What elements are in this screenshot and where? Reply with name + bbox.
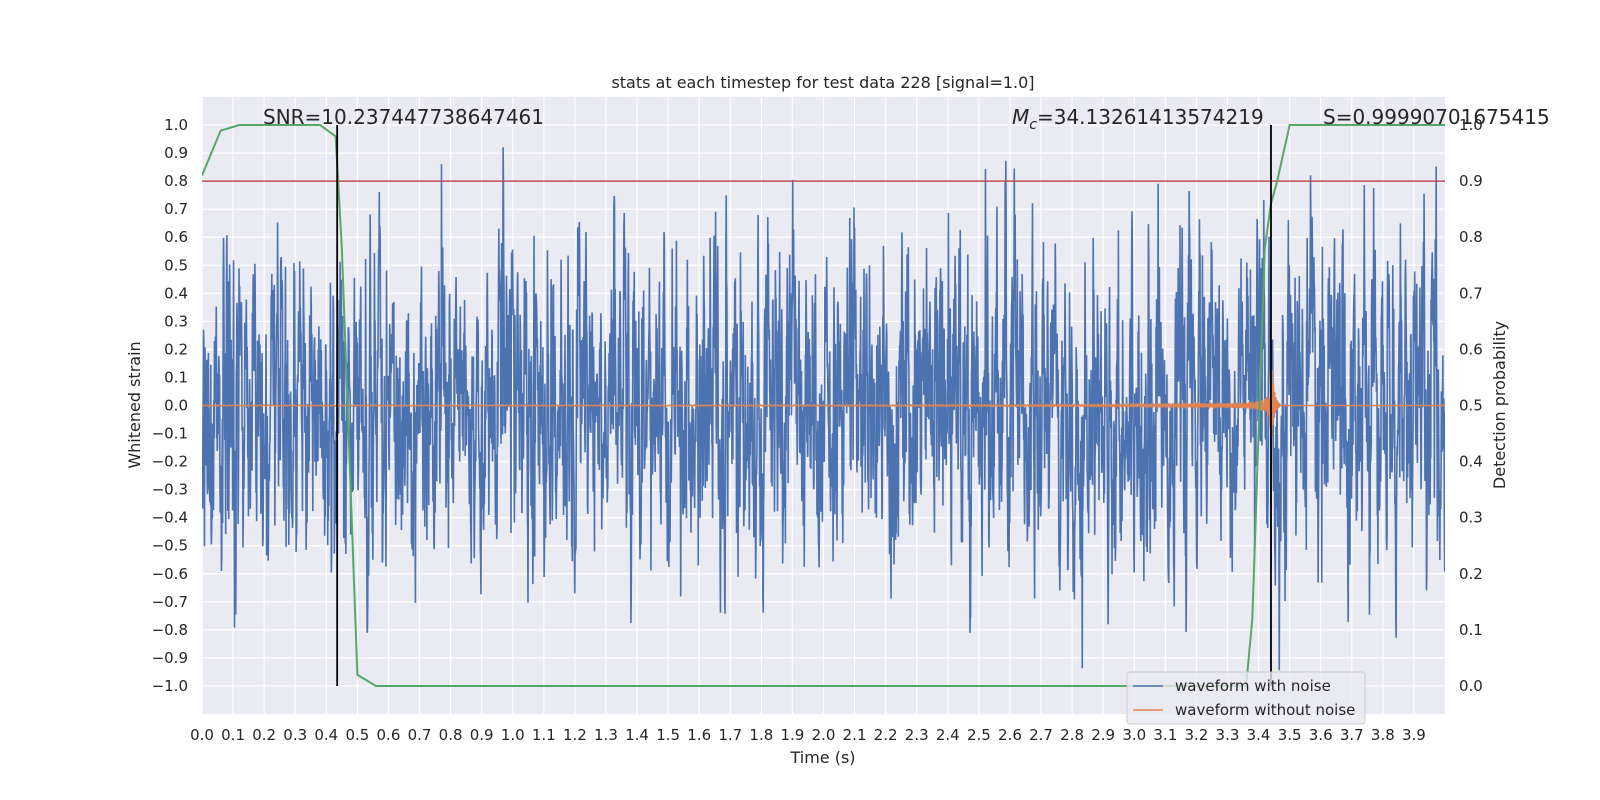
x-tick-label: 1.5 [656, 726, 680, 744]
x-tick-label: 2.9 [1091, 726, 1115, 744]
y-tick-label-right: 0.3 [1459, 509, 1483, 527]
y-tick-label: −0.8 [152, 621, 188, 639]
legend-label-noise: waveform with noise [1175, 677, 1331, 695]
x-tick-label: 2.0 [812, 726, 836, 744]
mc-subscript: c [1029, 117, 1037, 133]
x-tick-label: 2.6 [998, 726, 1022, 744]
y-tick-label-right: 0.5 [1459, 397, 1483, 415]
x-tick-label: 3.0 [1122, 726, 1146, 744]
y-tick-label-right: 0.9 [1459, 172, 1483, 190]
y-tick-label-right: 0.4 [1459, 453, 1483, 471]
x-tick-label: 3.5 [1278, 726, 1302, 744]
s-annotation: S=0.9999070167541​5 [1323, 105, 1550, 129]
y-tick-label-right: 0.6 [1459, 340, 1483, 358]
y-tick-label: −0.6 [152, 565, 188, 583]
x-tick-label: 2.5 [967, 726, 991, 744]
y-tick-label: −1.0 [152, 677, 188, 695]
y-tick-label: −0.7 [152, 593, 188, 611]
series-clean-line [202, 369, 1445, 438]
y-tick-label: 0.1 [164, 368, 188, 386]
x-tick-label: 2.7 [1029, 726, 1053, 744]
series-noise-line [202, 147, 1445, 671]
y-tick-label-right: 0.2 [1459, 565, 1483, 583]
x-tick-label: 3.2 [1184, 726, 1208, 744]
y-tick-label-right: 0.1 [1459, 621, 1483, 639]
x-tick-label: 3.6 [1309, 726, 1333, 744]
y-tick-label: −0.5 [152, 537, 188, 555]
x-tick-label: 1.6 [687, 726, 711, 744]
y-tick-label: 0.5 [164, 256, 188, 274]
x-tick-label: 0.9 [470, 726, 494, 744]
x-tick-label: 1.4 [625, 726, 649, 744]
x-tick-label: 0.7 [408, 726, 432, 744]
y-tick-label-right: 0.0 [1459, 677, 1483, 695]
x-tick-label: 3.7 [1340, 726, 1364, 744]
y-tick-label: 1.0 [164, 116, 188, 134]
y-axis-right: 1.0 0.9 0.8 0.7 0.6 0.5 0.4 0.3 0.2 0.1 0.0 [1459, 116, 1483, 695]
x-tick-label: 1.9 [780, 726, 804, 744]
legend-box [1126, 671, 1366, 725]
legend: waveform with noise waveform without noi… [1126, 671, 1366, 725]
mc-annotation: Mc=34.13261413574219 [1012, 105, 1264, 133]
y-tick-label: −0.3 [152, 481, 188, 499]
x-tick-label: 3.1 [1153, 726, 1177, 744]
y-tick-label: −0.9 [152, 649, 188, 667]
x-tick-label: 1.2 [563, 726, 587, 744]
chart-title: stats at each timestep for test data 228… [611, 73, 1034, 92]
x-tick-label: 2.4 [936, 726, 960, 744]
x-tick-label: 3.9 [1402, 726, 1426, 744]
x-tick-label: 0.3 [283, 726, 307, 744]
y-axis-label-right: Detection probability [1490, 321, 1509, 489]
x-tick-label: 2.8 [1060, 726, 1084, 744]
x-tick-label: 0.2 [252, 726, 276, 744]
y-tick-label: 0.7 [164, 200, 188, 218]
x-tick-label: 1.7 [718, 726, 742, 744]
y-tick-label: 0.4 [164, 284, 188, 302]
y-tick-label: 0.0 [164, 397, 188, 415]
y-tick-label-right: 0.7 [1459, 284, 1483, 302]
y-tick-label-right: 1.0 [1459, 116, 1483, 134]
x-tick-label: 1.8 [749, 726, 773, 744]
x-tick-label: 3.4 [1247, 726, 1271, 744]
y-axis-label: Whitened strain [125, 341, 144, 468]
y-axis-left: 1.0 0.9 0.8 0.7 0.6 0.5 0.4 0.3 0.2 0.1 0.0 −0.1 −0.… [152, 116, 188, 695]
y-tick-label: 0.2 [164, 340, 188, 358]
x-tick-label: 1.3 [594, 726, 618, 744]
x-axis: 0.0 0.1 0.2 0.3 0.4 0.5 0.6 0.7 0.8 0.9 1.0 1.1 1.2 1… [190, 726, 1426, 744]
y-tick-label: 0.8 [164, 172, 188, 190]
y-tick-label: 0.3 [164, 312, 188, 330]
series-probability-line [202, 124, 1445, 687]
snr-annotation: SNR=10.237447738647461 [263, 105, 544, 129]
x-tick-label: 0.0 [190, 726, 214, 744]
x-tick-label: 2.1 [843, 726, 867, 744]
x-tick-label: 0.1 [221, 726, 245, 744]
y-tick-label: 0.9 [164, 144, 188, 162]
x-tick-label: 0.5 [345, 726, 369, 744]
mc-value: =34.13261413574219 [1037, 105, 1264, 129]
y-tick-label: −0.4 [152, 509, 188, 527]
x-tick-label: 2.3 [905, 726, 929, 744]
y-tick-label-right: 0.8 [1459, 228, 1483, 246]
mc-symbol: M [1012, 105, 1029, 129]
x-tick-label: 0.6 [377, 726, 401, 744]
x-tick-label: 0.4 [314, 726, 338, 744]
x-tick-label: 0.8 [439, 726, 463, 744]
x-axis-label: Time (s) [789, 748, 855, 767]
x-tick-label: 1.1 [532, 726, 556, 744]
x-tick-label: 2.2 [874, 726, 898, 744]
x-tick-label: 1.0 [501, 726, 525, 744]
y-tick-label: −0.2 [152, 453, 188, 471]
legend-label-clean: waveform without noise [1175, 701, 1355, 719]
x-tick-label: 3.3 [1216, 726, 1240, 744]
y-tick-label: 0.6 [164, 228, 188, 246]
x-tick-label: 3.8 [1371, 726, 1395, 744]
y-tick-label: −0.1 [152, 425, 188, 443]
